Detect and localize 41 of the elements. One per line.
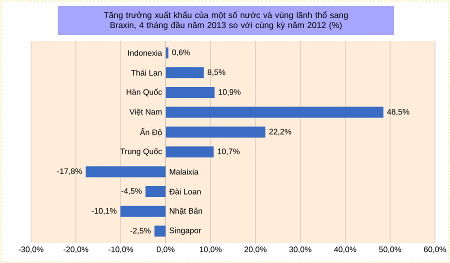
bar xyxy=(166,86,215,98)
data-label: -2,5% xyxy=(130,228,151,234)
x-tick-label: 50,0% xyxy=(379,246,402,254)
y-tick-label: Trung Quốc xyxy=(120,148,162,156)
bar xyxy=(145,186,166,198)
bar xyxy=(86,166,166,178)
x-tick-label: 40,0% xyxy=(334,246,356,254)
x-tick-label: 30,0% xyxy=(289,246,312,254)
bar xyxy=(166,67,204,78)
data-label: 0,6% xyxy=(172,50,190,56)
y-tick-label: Nhật Bản xyxy=(170,208,202,215)
y-tick-label: Malaixia xyxy=(170,168,199,175)
data-label: -17,8% xyxy=(57,168,82,176)
y-tick-label: Đài Loan xyxy=(169,188,201,194)
y-tick-label: Singapor xyxy=(170,227,202,235)
y-tick-label: Hàn Quốc xyxy=(126,88,162,96)
x-tick-label: -20,0% xyxy=(64,246,88,254)
bar xyxy=(120,206,166,217)
y-tick-label: Thái Lan xyxy=(131,70,162,76)
data-label: -4,5% xyxy=(121,188,142,195)
chart-title: Tăng trưởng xuất khẩu của một số nước và vùng lãnh thổ sang Braxin, 4 tháng đầu năm 2013 so với cùng kỳ năm 2012 (%) xyxy=(104,11,348,30)
y-tick-label: Indonexia xyxy=(128,50,162,56)
y-tick-label: Ấn Độ xyxy=(140,128,162,136)
x-tick-label: 0,0% xyxy=(156,246,174,254)
bar xyxy=(166,126,266,138)
x-tick-label: 20,0% xyxy=(244,246,266,254)
data-label: 48,5% xyxy=(387,108,410,116)
y-tick-label: Việt Nam xyxy=(129,108,162,116)
bar xyxy=(154,226,166,237)
bar xyxy=(166,47,168,58)
data-label: 10,9% xyxy=(218,89,241,96)
x-tick-label: -10,0% xyxy=(108,246,134,254)
data-label: 10,7% xyxy=(218,148,240,156)
data-label: -10,1% xyxy=(92,208,116,215)
bar xyxy=(166,106,384,118)
x-tick-label: 10,0% xyxy=(200,246,222,254)
bar xyxy=(166,146,214,158)
data-label: 8,5% xyxy=(208,69,226,76)
x-tick-label: 60,0% xyxy=(424,246,446,254)
data-label: 22,2% xyxy=(269,128,292,136)
x-tick-label: -30,0% xyxy=(18,246,44,254)
